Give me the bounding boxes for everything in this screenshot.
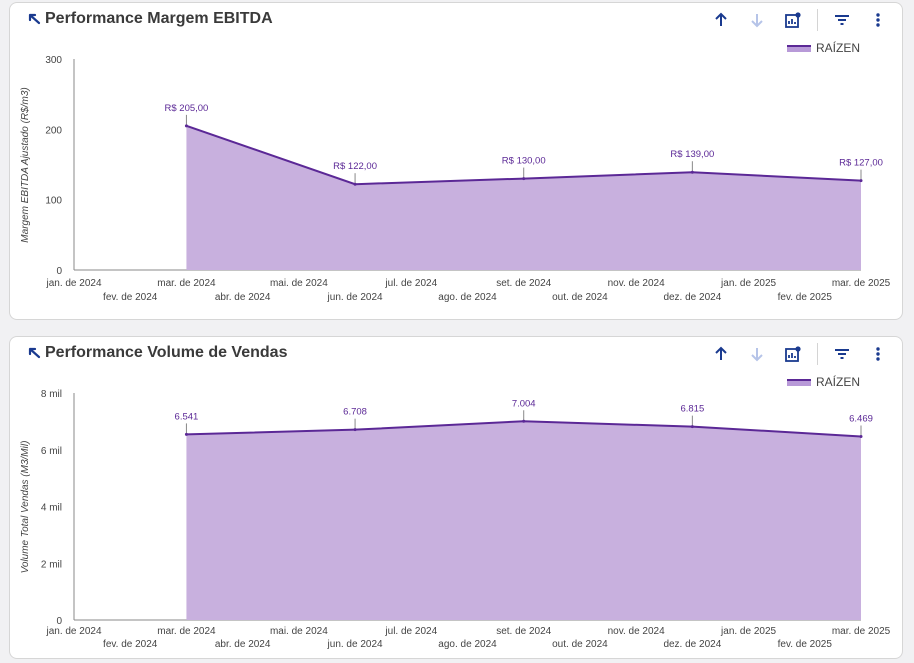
chart-legend: RAÍZEN — [786, 41, 860, 55]
filter-icon[interactable] — [830, 8, 854, 32]
legend-swatch — [786, 378, 811, 386]
drill-up-icon[interactable] — [28, 12, 42, 26]
y-tick-label: 8 mil — [41, 389, 62, 400]
data-point — [690, 425, 694, 429]
x-tick-label: ago. de 2024 — [438, 292, 497, 303]
chart-legend: RAÍZEN — [786, 375, 860, 389]
y-tick-label: 200 — [45, 125, 62, 136]
x-tick-label: jul. de 2024 — [384, 626, 437, 637]
y-tick-label: 2 mil — [41, 559, 62, 570]
x-tick-label: jun. de 2024 — [327, 639, 383, 650]
x-tick-label: jan. de 2025 — [720, 626, 776, 637]
chart-insights-icon[interactable] — [781, 8, 805, 32]
x-tick-label: mar. de 2025 — [832, 278, 891, 289]
x-tick-label: mai. de 2024 — [270, 278, 328, 289]
x-tick-label: jan. de 2024 — [45, 278, 101, 289]
x-tick-label: nov. de 2024 — [608, 626, 666, 637]
x-tick-label: jul. de 2024 — [384, 278, 437, 289]
arrow-up-icon[interactable] — [709, 342, 733, 366]
data-point — [353, 182, 357, 186]
chart-toolbar — [709, 342, 890, 366]
arrow-up-icon[interactable] — [709, 8, 733, 32]
more-vert-icon[interactable] — [866, 342, 890, 366]
x-tick-label: fev. de 2024 — [103, 292, 158, 303]
y-tick-label: 0 — [56, 266, 62, 277]
x-tick-label: nov. de 2024 — [608, 278, 666, 289]
x-tick-label: fev. de 2025 — [778, 292, 833, 303]
data-point — [184, 432, 188, 436]
data-label: 7.004 — [512, 398, 536, 409]
y-tick-label: 100 — [45, 196, 62, 207]
drill-up-icon[interactable] — [28, 346, 42, 360]
ebitda-chart-card: 0 100 200 300 Margem EBITDA Ajustado (R$/m3)… — [9, 2, 903, 320]
data-label: 6.469 — [849, 413, 873, 424]
data-label: R$ 127,00 — [839, 158, 883, 169]
card-title-text: Performance Volume de Vendas — [45, 344, 288, 361]
series-area — [186, 421, 861, 620]
data-point — [184, 124, 188, 128]
legend-label: RAÍZEN — [815, 375, 860, 389]
data-label: R$ 122,00 — [333, 161, 377, 172]
data-point — [859, 179, 863, 183]
legend-label: RAÍZEN — [815, 41, 860, 55]
y-tick-label: 4 mil — [41, 503, 62, 514]
more-vert-icon[interactable] — [866, 8, 890, 32]
data-label: 6.708 — [343, 407, 367, 418]
x-tick-label: out. de 2024 — [552, 292, 608, 303]
data-point — [522, 419, 526, 423]
data-label: 6.815 — [680, 404, 704, 415]
card-title: Performance Margem EBITDA — [28, 10, 273, 28]
chart-insights-icon[interactable] — [781, 342, 805, 366]
x-tick-label: fev. de 2025 — [778, 639, 833, 650]
x-tick-label: dez. de 2024 — [663, 639, 721, 650]
card-title-text: Performance Margem EBITDA — [45, 10, 273, 27]
toolbar-divider — [817, 343, 818, 365]
filter-icon[interactable] — [830, 342, 854, 366]
chart-toolbar — [709, 8, 890, 32]
y-tick-label: 6 mil — [41, 446, 62, 457]
x-tick-label: mar. de 2024 — [157, 278, 216, 289]
card-title: Performance Volume de Vendas — [28, 344, 287, 362]
x-tick-label: jan. de 2025 — [720, 278, 776, 289]
volume-chart: 0 2 mil 4 mil 6 mil 8 mil Volume Total Vendas… — [20, 389, 891, 650]
data-point — [690, 170, 694, 174]
x-tick-label: out. de 2024 — [552, 639, 608, 650]
data-point — [859, 434, 863, 438]
x-tick-label: fev. de 2024 — [103, 639, 158, 650]
x-tick-label: set. de 2024 — [496, 278, 551, 289]
data-label: 6.541 — [175, 411, 199, 422]
legend-swatch — [786, 44, 811, 52]
y-tick-label: 0 — [56, 616, 62, 627]
ebitda-chart: 0 100 200 300 Margem EBITDA Ajustado (R$/m3)… — [20, 55, 891, 303]
y-tick-label: 300 — [45, 55, 62, 66]
toolbar-divider — [817, 9, 818, 31]
arrow-down-icon[interactable] — [745, 8, 769, 32]
x-tick-label: jun. de 2024 — [327, 292, 383, 303]
x-tick-label: set. de 2024 — [496, 626, 551, 637]
data-point — [353, 428, 357, 432]
y-axis-title: Volume Total Vendas (M3/Mil) — [20, 441, 31, 574]
x-tick-label: abr. de 2024 — [215, 639, 271, 650]
y-axis-title: Margem EBITDA Ajustado (R$/m3) — [20, 87, 31, 242]
x-tick-label: abr. de 2024 — [215, 292, 271, 303]
data-label: R$ 139,00 — [670, 149, 714, 160]
arrow-down-icon[interactable] — [745, 342, 769, 366]
x-tick-label: mar. de 2024 — [157, 626, 216, 637]
data-point — [522, 177, 526, 181]
x-tick-label: ago. de 2024 — [438, 639, 497, 650]
volume-chart-card: 0 2 mil 4 mil 6 mil 8 mil Volume Total Vendas… — [9, 336, 903, 659]
x-tick-label: mar. de 2025 — [832, 626, 891, 637]
series-area — [186, 125, 861, 270]
data-label: R$ 130,00 — [502, 156, 546, 167]
x-tick-label: jan. de 2024 — [45, 626, 101, 637]
data-label: R$ 205,00 — [165, 103, 209, 114]
x-tick-label: mai. de 2024 — [270, 626, 328, 637]
x-tick-label: dez. de 2024 — [663, 292, 721, 303]
